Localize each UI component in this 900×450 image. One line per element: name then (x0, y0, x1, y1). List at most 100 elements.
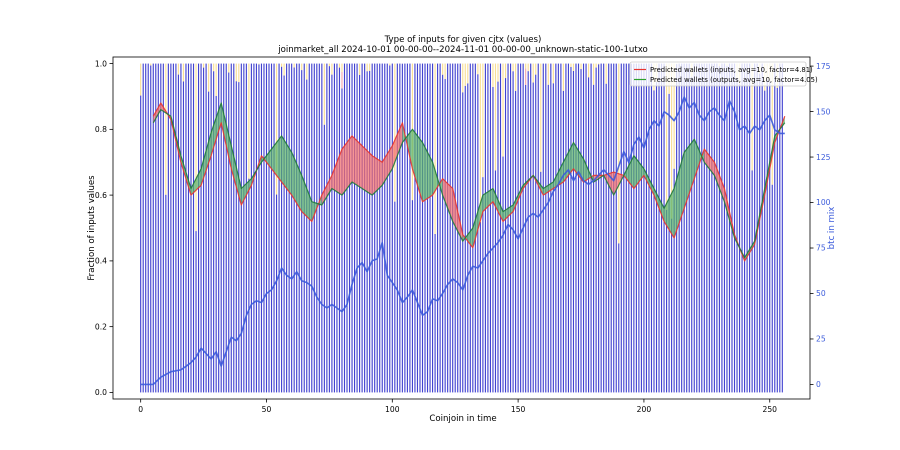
composition-bar (779, 63, 781, 393)
composition-bar (167, 63, 169, 393)
composition-bar (434, 233, 436, 393)
y-tick-label: 1.0 (95, 59, 107, 68)
composition-bar (150, 65, 152, 393)
composition-bar (645, 63, 648, 393)
composition-bar (366, 71, 368, 393)
composition-bar (653, 90, 655, 393)
plot-frame (112, 56, 811, 400)
composition-bar (353, 63, 356, 393)
composition-bar (162, 63, 164, 393)
composition-bar (321, 63, 323, 393)
x-tick-label: 150 (511, 405, 526, 414)
outputs-fill (291, 152, 302, 212)
composition-bar (394, 201, 396, 393)
composition-bar-yellow (671, 63, 673, 219)
composition-bar (600, 63, 602, 393)
composition-bar (640, 63, 642, 393)
y2-tick-label: 0 (816, 380, 821, 389)
composition-bar (326, 63, 328, 393)
composition-bar (431, 63, 434, 393)
composition-bar-yellow (547, 63, 549, 85)
composition-bar-yellow (751, 63, 753, 171)
inputs-fill (352, 135, 363, 189)
composition-bar (744, 63, 746, 393)
composition-bar (764, 90, 766, 393)
composition-bar (738, 84, 741, 393)
composition-bar (286, 63, 288, 393)
composition-bar-yellow (580, 63, 582, 70)
composition-bar (693, 63, 695, 393)
composition-bar (364, 63, 366, 393)
composition-bar (635, 63, 637, 393)
outputs-fill (553, 162, 564, 189)
composition-bar (205, 63, 207, 393)
composition-bar (615, 63, 617, 393)
composition-bar (507, 63, 509, 393)
composition-bar (230, 63, 232, 393)
inputs-fill (442, 178, 453, 222)
composition-bar (414, 63, 416, 393)
composition-bar (449, 63, 451, 393)
composition-bar-yellow (570, 63, 572, 67)
composition-bar (338, 67, 341, 393)
composition-bar (479, 222, 481, 393)
composition-bar-yellow (283, 63, 285, 76)
y2-tick-label: 175 (816, 62, 831, 71)
outputs-fill (211, 103, 222, 156)
composition-bar (180, 63, 182, 393)
composition-bar-yellow (275, 63, 278, 195)
composition-bar-yellow (341, 63, 343, 73)
composition-bar (218, 63, 220, 393)
composition-bar (648, 63, 650, 393)
composition-bar (213, 71, 215, 393)
composition-bar (577, 63, 580, 393)
composition-bar (442, 74, 444, 393)
composition-bar (371, 63, 373, 393)
composition-bar (547, 84, 549, 393)
composition-bar-yellow (464, 63, 466, 86)
composition-bar (595, 67, 597, 393)
composition-bar (557, 63, 559, 393)
composition-bar (356, 63, 358, 393)
outputs-fill (301, 175, 312, 222)
composition-bar (759, 73, 761, 393)
y-tick-label: 0.0 (95, 388, 107, 397)
composition-bar (308, 63, 310, 393)
composition-bar-yellow (467, 63, 469, 84)
composition-bar (281, 66, 283, 393)
composition-bar-yellow (359, 63, 361, 75)
composition-bar (751, 170, 753, 393)
y2-axis-label: btc in mix (827, 207, 837, 250)
composition-bar (698, 63, 700, 393)
composition-bar (197, 63, 200, 393)
composition-bar (336, 63, 338, 393)
composition-bar (484, 63, 486, 393)
composition-bar (265, 63, 268, 393)
composition-bar (555, 63, 557, 393)
composition-bar (359, 74, 361, 393)
composition-bar (243, 63, 245, 393)
x-tick-label: 100 (385, 405, 400, 414)
outputs-fill (503, 204, 514, 222)
composition-bar (504, 78, 507, 393)
composition-bar (532, 82, 534, 393)
composition-bar (177, 74, 179, 393)
outputs-fill (623, 155, 634, 189)
composition-bar (386, 63, 388, 393)
composition-bar-yellow (482, 63, 484, 178)
composition-bar (147, 63, 149, 393)
composition-bar-yellow (213, 63, 215, 72)
outputs-fill (462, 228, 473, 248)
composition-bar (384, 63, 386, 393)
composition-bar (165, 194, 167, 393)
composition-bar (404, 63, 406, 393)
composition-bar (187, 63, 190, 393)
composition-bar (668, 93, 670, 393)
composition-bar (588, 77, 590, 393)
composition-bar (240, 63, 242, 393)
composition-bar (233, 63, 235, 393)
y2-tick-label: 100 (816, 198, 831, 207)
composition-bar-yellow (238, 63, 240, 83)
composition-bar (303, 63, 305, 393)
